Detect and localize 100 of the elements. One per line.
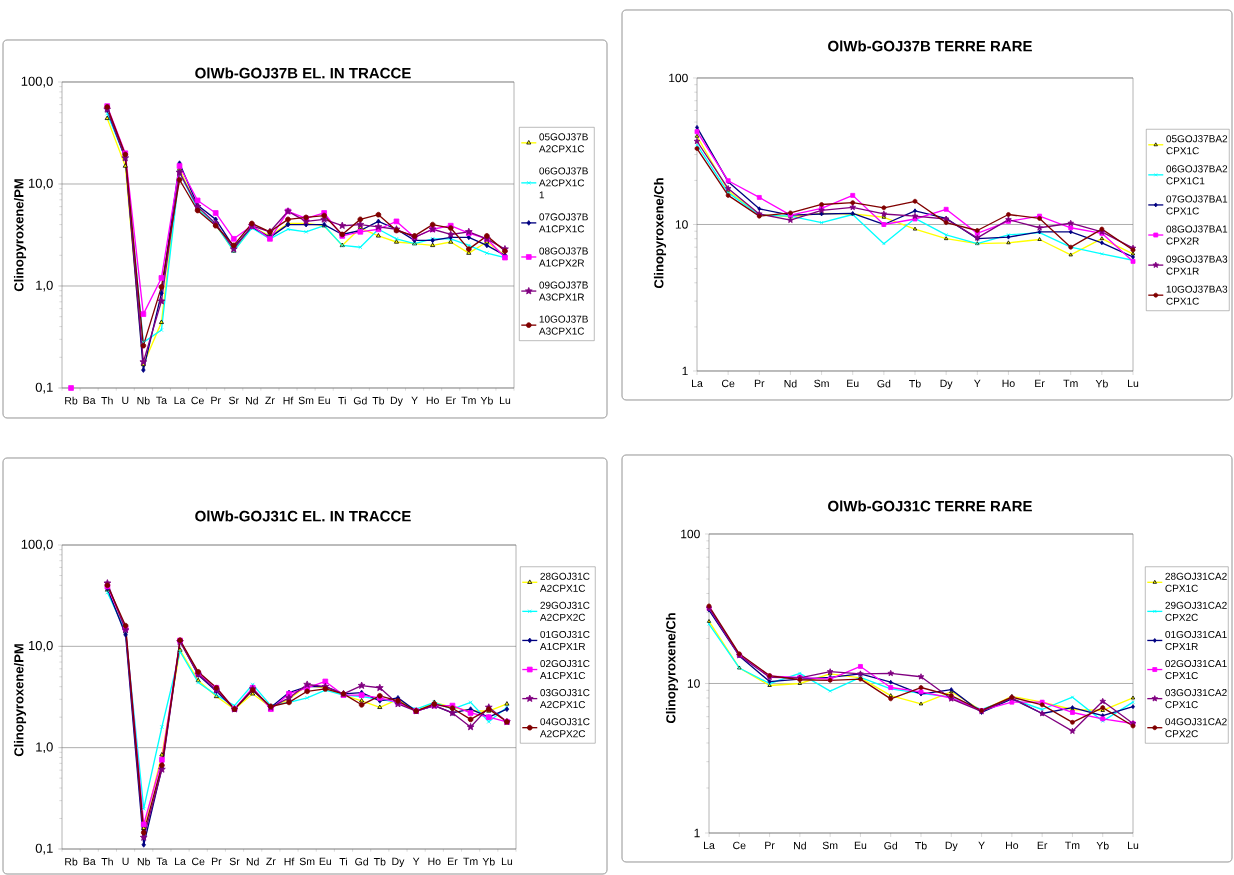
- legend-label: 28GOJ31C A2CPX1C: [539, 572, 590, 592]
- x-tick-label: Dy: [945, 841, 958, 852]
- chart-title: OlWb-GOJ37B TERRE RARE: [828, 40, 1032, 52]
- x-tick-label: Rb: [65, 857, 78, 866]
- y-axis-title: Clinopyroxene/PM: [13, 179, 27, 292]
- x-tick-label: Gd: [353, 396, 367, 405]
- x-tick-label: Rb: [65, 396, 78, 405]
- x-tick-label: Gd: [884, 841, 898, 850]
- x-tick-label: Yb: [482, 857, 495, 866]
- x-tick-label: Ta: [156, 396, 167, 405]
- x-tick-label: Sr: [229, 857, 240, 866]
- y-tick-label: 0,1: [35, 382, 53, 394]
- x-tick-label: Tm: [461, 396, 476, 404]
- x-tick-label: Sm: [814, 379, 829, 388]
- x-tick-label: U: [122, 857, 129, 866]
- x-tick-label: Nd: [246, 857, 259, 866]
- x-tick-label: Yb: [1096, 841, 1109, 850]
- x-tick-label: Eu: [854, 841, 867, 850]
- legend-label: 07GOJ37BA1 CPX1C: [1166, 195, 1228, 215]
- x-tick-label: Eu: [319, 857, 332, 866]
- x-tick-label: Er: [448, 857, 458, 865]
- legend-label: 29GOJ31CA2 CPX2C: [1165, 601, 1227, 621]
- legend-label: 06GOJ37B A2CPX1C 1: [538, 167, 588, 199]
- x-tick-label: Ho: [1006, 841, 1019, 850]
- chart-title: OlWb-GOJ31C EL. IN TRACCE: [195, 510, 411, 522]
- legend-label: 08GOJ37BA1 CPX2R: [1166, 225, 1228, 245]
- x-tick-label: Ce: [191, 396, 204, 405]
- x-tick-label: Yb: [1095, 379, 1108, 388]
- x-tick-label: Sm: [298, 396, 314, 405]
- legend-label: 06GOJ37BA2 CPX1C1: [1166, 165, 1228, 185]
- x-tick-label: Tb: [372, 396, 385, 405]
- x-tick-label: Nb: [137, 857, 150, 866]
- legend-label: 03GOJ31CA2 CPX1C: [1165, 689, 1227, 709]
- x-tick-label: Sm: [299, 857, 315, 866]
- legend-label: 08GOJ37B A1CPX2R: [538, 247, 588, 267]
- chart-title: OlWb-GOJ31C TERRE RARE: [828, 500, 1032, 512]
- x-tick-label: Tm: [1063, 379, 1078, 387]
- legend-label: 09GOJ37BA3 CPX1R: [1166, 255, 1228, 275]
- y-tick-label: 100: [681, 529, 700, 539]
- x-tick-label: Sr: [228, 396, 239, 405]
- legend-label: 05GOJ37BA2 CPX1C: [1166, 135, 1228, 155]
- x-tick-label: Nd: [245, 396, 258, 405]
- x-tick-label: Ti: [338, 396, 346, 405]
- x-tick-label: Dy: [392, 857, 405, 868]
- x-tick-label: Lu: [1128, 841, 1139, 850]
- legend-label: 09GOJ37B A3CPX1R: [538, 281, 588, 301]
- x-tick-label: Lu: [1128, 379, 1139, 388]
- x-tick-label: Tm: [1065, 841, 1080, 849]
- legend-label: 04GOJ31CA2 CPX2C: [1165, 718, 1227, 738]
- x-tick-label: Zr: [265, 396, 275, 404]
- y-tick-label: 100: [669, 73, 688, 83]
- x-tick-label: Ce: [192, 857, 205, 866]
- x-tick-label: Tb: [373, 857, 386, 866]
- x-tick-label: Lu: [499, 396, 511, 405]
- x-tick-label: Th: [101, 396, 113, 405]
- y-axis-title: Clinopyroxene/Ch: [653, 178, 667, 289]
- x-tick-label: Th: [101, 857, 113, 866]
- x-tick-label: Ti: [339, 857, 347, 866]
- legend-label: 10GOJ37BA3 CPX1C: [1166, 285, 1228, 305]
- y-tick-label: 100,0: [21, 539, 53, 551]
- legend-label: 03GOJ31C A2CPX1C: [539, 689, 590, 709]
- x-tick-label: Ho: [1002, 379, 1015, 388]
- x-tick-label: Sm: [822, 841, 838, 850]
- y-tick-label: 1: [694, 828, 700, 838]
- legend-label: 02GOJ31CA1 CPX1C: [1165, 660, 1227, 680]
- x-tick-label: Nd: [784, 379, 797, 388]
- x-tick-label: Nd: [794, 841, 806, 850]
- x-tick-label: Ce: [733, 841, 746, 850]
- x-tick-label: Hf: [284, 857, 295, 866]
- x-tick-label: Ba: [83, 396, 96, 405]
- x-tick-label: Dy: [390, 396, 403, 407]
- legend-label: 07GOJ37B A1CPX1C: [538, 213, 588, 233]
- x-tick-label: Ho: [426, 396, 439, 405]
- x-tick-label: Pr: [754, 379, 765, 387]
- legend-label: 05GOJ37B A2CPX1C: [538, 133, 588, 153]
- legend-label: 01GOJ31CA1 CPX1R: [1165, 630, 1227, 651]
- x-tick-label: Gd: [355, 857, 368, 866]
- x-tick-label: La: [174, 396, 186, 405]
- legend-label: 10GOJ37B A3CPX1C: [538, 315, 588, 335]
- x-tick-label: Nb: [137, 396, 150, 405]
- x-tick-label: Gd: [877, 379, 891, 388]
- x-tick-label: Eu: [318, 396, 330, 405]
- x-tick-label: Y: [412, 857, 420, 865]
- x-tick-label: Tb: [915, 841, 927, 850]
- x-tick-label: La: [175, 857, 186, 866]
- x-tick-label: Ce: [721, 379, 735, 388]
- legend-label: 04GOJ31C A2CPX2C: [539, 718, 590, 738]
- y-tick-label: 1: [682, 366, 688, 376]
- y-tick-label: 10: [675, 220, 688, 229]
- legend-label: 02GOJ31C A1CPX1C: [539, 659, 590, 680]
- x-tick-label: Pr: [765, 841, 775, 849]
- x-tick-label: Er: [1035, 379, 1045, 387]
- x-tick-label: La: [692, 379, 703, 388]
- x-tick-label: Ho: [428, 857, 441, 866]
- chart-title: OlWb-GOJ37B EL. IN TRACCE: [195, 67, 411, 79]
- y-tick-label: 100,0: [21, 76, 53, 88]
- x-tick-label: Hf: [283, 396, 294, 405]
- y-tick-label: 1,0: [36, 280, 53, 292]
- x-tick-label: Tb: [909, 379, 921, 388]
- x-tick-label: La: [704, 841, 715, 850]
